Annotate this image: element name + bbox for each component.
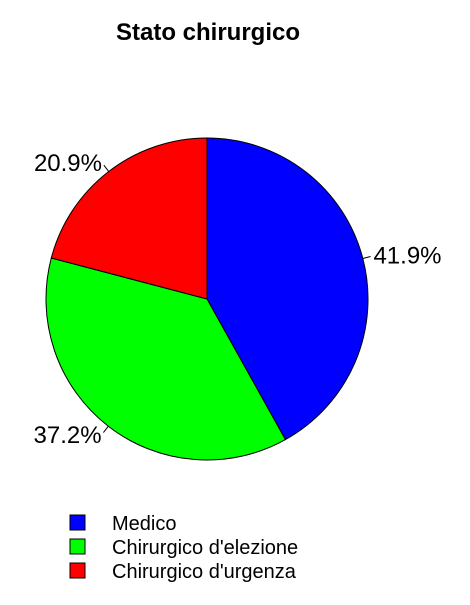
legend-swatch-chirurgico-d-urgenza xyxy=(69,562,86,579)
legend-label-chirurgico-d-urgenza: Chirurgico d'urgenza xyxy=(112,561,297,583)
pie-slices xyxy=(45,137,369,461)
label-leader-chirurgico-d-urgenza xyxy=(103,164,110,172)
legend-label-medico: Medico xyxy=(112,513,176,535)
legend-label-chirurgico-d-elezione: Chirurgico d'elezione xyxy=(112,537,298,559)
chart-title: Stato chirurgico xyxy=(116,19,300,46)
label-leader-medico xyxy=(362,255,371,259)
pie-label-chirurgico-d-urgenza: 20.9% xyxy=(34,150,102,177)
pie-labels: 41.9% 37.2% 20.9% xyxy=(34,150,442,449)
legend-swatch-medico xyxy=(69,514,86,531)
pie-slice-medico xyxy=(206,137,369,441)
label-leader-chirurgico-d-elezione xyxy=(103,425,109,433)
pie-label-chirurgico-d-elezione: 37.2% xyxy=(34,422,102,449)
legend-swatch-chirurgico-d-elezione xyxy=(69,538,86,555)
pie-label-medico: 41.9% xyxy=(373,243,441,270)
